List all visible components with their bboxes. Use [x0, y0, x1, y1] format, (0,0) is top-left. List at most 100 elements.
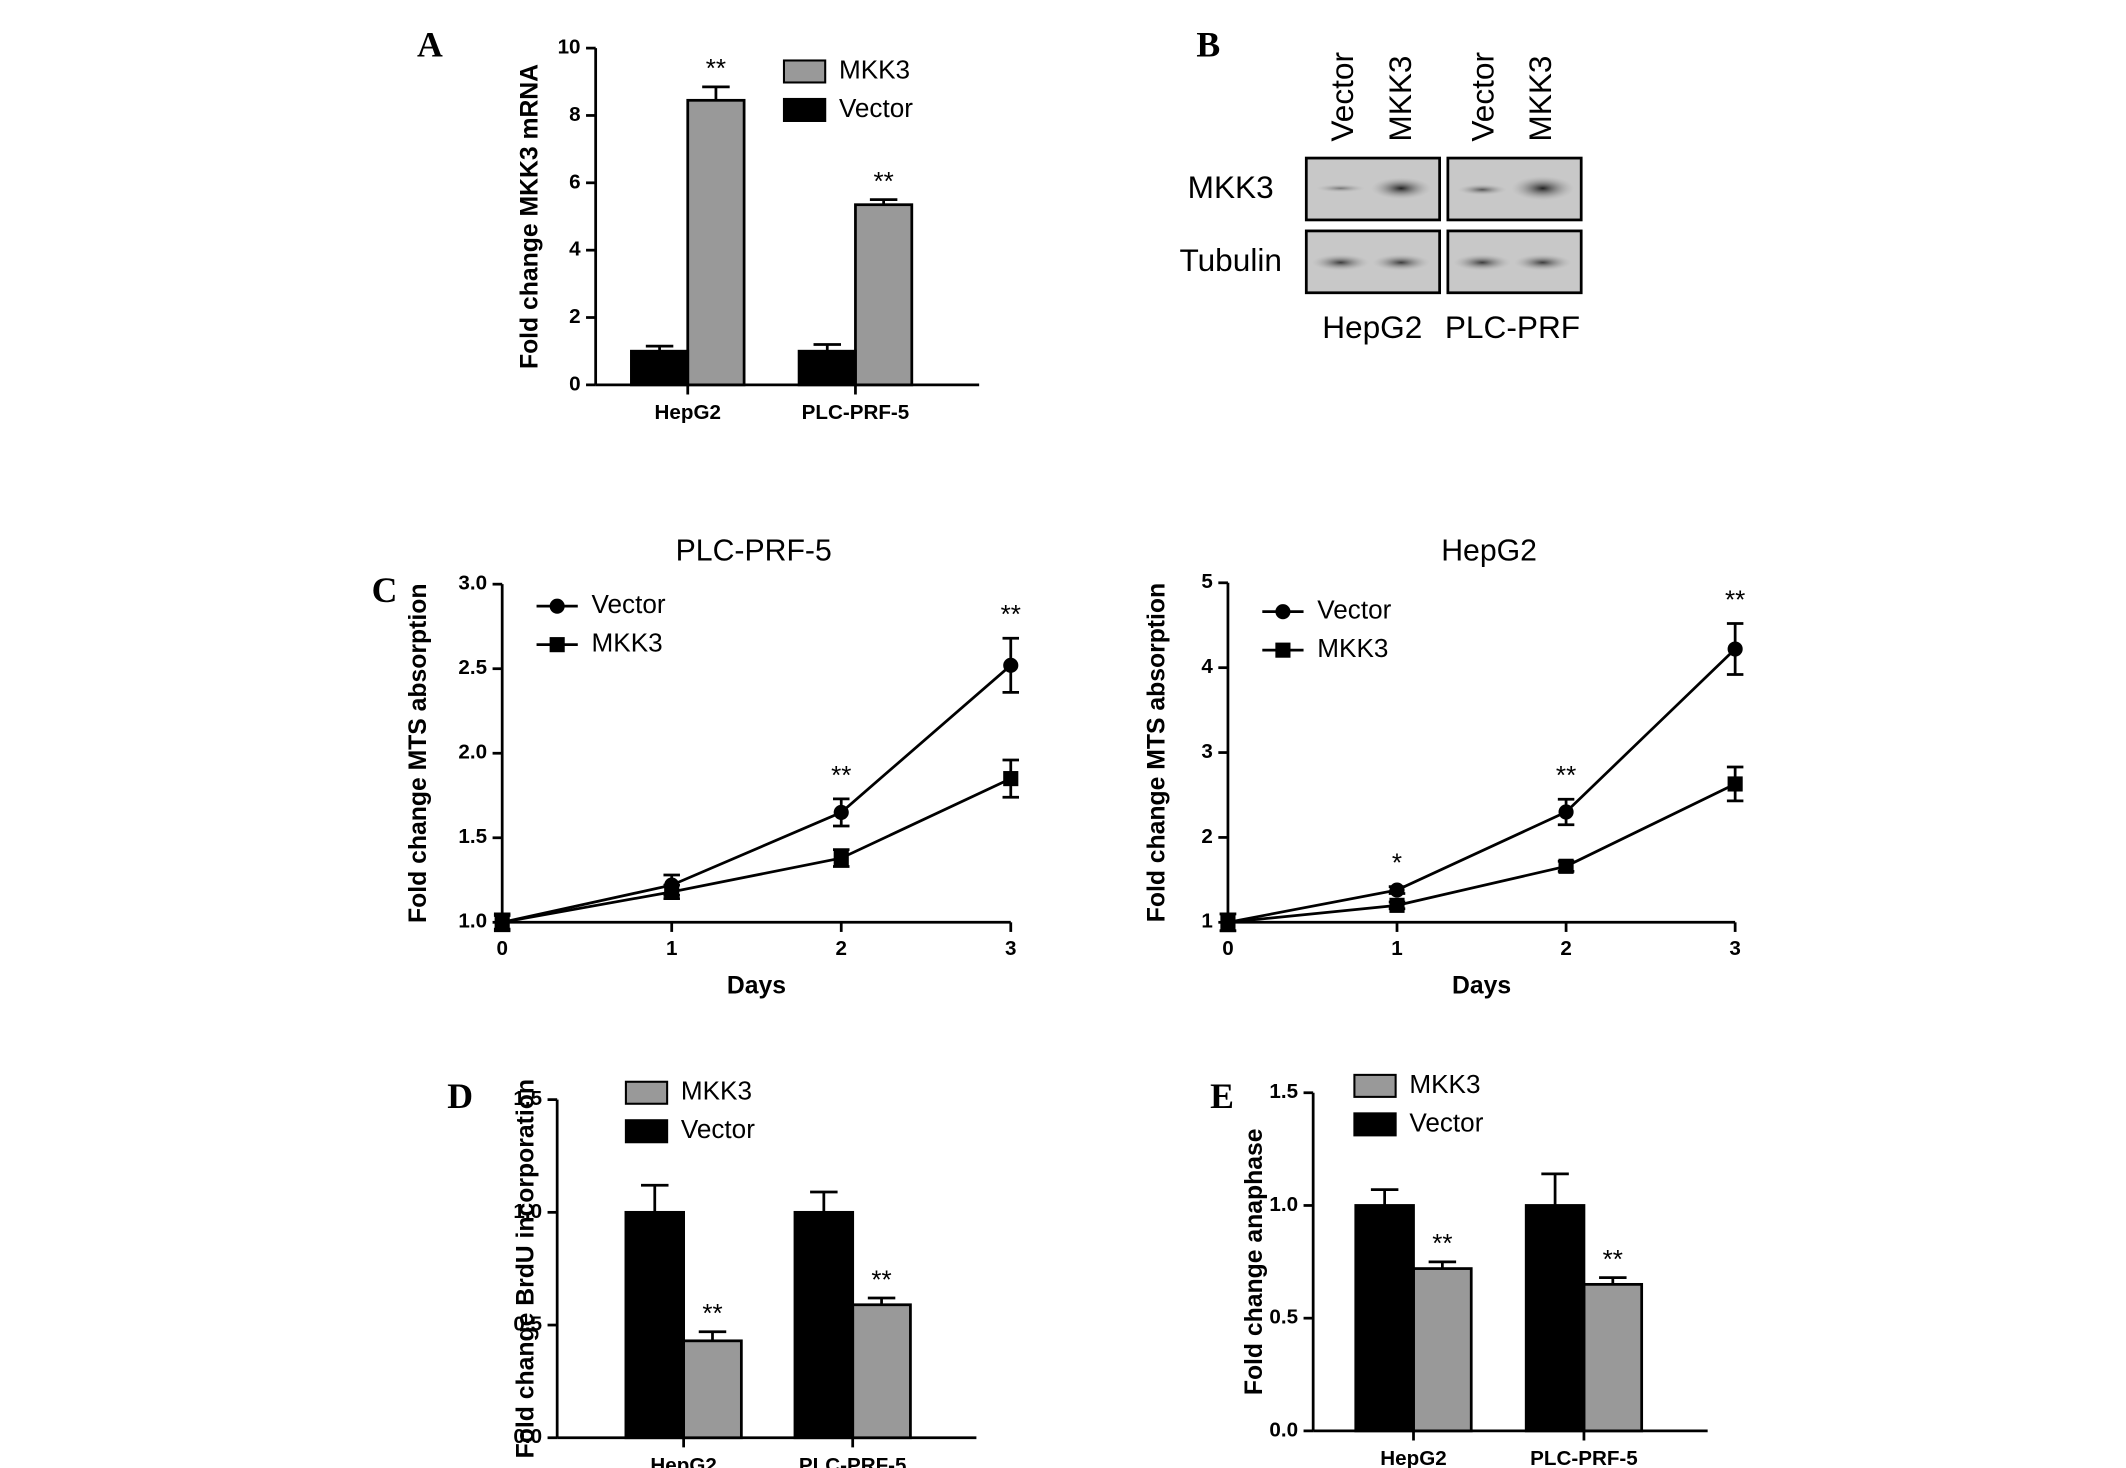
legend-label: Vector	[1317, 595, 1391, 625]
x-tick-label: 0	[496, 937, 507, 960]
series-line	[1227, 648, 1737, 924]
legend-swatch	[1353, 1073, 1397, 1098]
y-tick-label: 1.5	[513, 1087, 542, 1110]
y-tick-label: 1.0	[458, 910, 487, 933]
y-tick-label: 2	[569, 305, 580, 328]
bar	[1354, 1204, 1415, 1433]
y-tick-label: 0.5	[513, 1312, 542, 1335]
y-tick-label: 0	[569, 372, 580, 395]
y-tick-label: 6	[569, 170, 580, 193]
bar	[682, 1339, 743, 1440]
series-line	[501, 777, 1012, 924]
panel-letter: B	[1196, 24, 1220, 64]
y-tick-label: 2.5	[458, 656, 487, 679]
point	[1220, 914, 1236, 930]
significance-label: **	[871, 1264, 891, 1294]
x-tick-label: HepG2	[655, 401, 721, 424]
significance-label: **	[1001, 599, 1021, 629]
bar	[686, 98, 746, 387]
lane-label: MKK3	[1382, 55, 1418, 141]
legend-label: MKK3	[592, 628, 663, 658]
row-label: MKK3	[1188, 169, 1274, 205]
row-label: Tubulin	[1179, 242, 1282, 278]
y-tick-label: 1.5	[1269, 1080, 1298, 1103]
y-tick-label: 0.5	[1269, 1306, 1298, 1329]
series-line	[501, 664, 1012, 924]
significance-label: **	[1603, 1244, 1623, 1274]
y-axis-label: Fold change MKK3 mRNA	[517, 64, 544, 369]
panel-letter: A	[417, 24, 443, 64]
legend-label: Vector	[592, 589, 666, 619]
legend-label: Vector	[681, 1114, 755, 1144]
significance-label: **	[706, 53, 726, 83]
group-label: PLC-PRF	[1445, 309, 1580, 345]
legend-marker	[1275, 604, 1291, 620]
y-tick-label: 0.0	[513, 1425, 542, 1448]
x-tick-label: 1	[666, 937, 677, 960]
legend-label: MKK3	[1317, 633, 1388, 663]
significance-label: *	[1392, 848, 1402, 878]
bar	[854, 203, 914, 387]
bar	[1582, 1282, 1644, 1433]
y-tick-label: 5	[1201, 570, 1212, 593]
point	[1003, 771, 1019, 787]
legend-swatch	[782, 59, 827, 84]
y-tick-label: 3.0	[458, 572, 487, 595]
y-tick-label: 3	[1201, 740, 1212, 763]
point	[494, 914, 510, 930]
legend-label: Vector	[839, 93, 913, 123]
series-line	[1227, 782, 1736, 924]
bar	[797, 349, 857, 387]
y-axis-label: Fold change BrdU incorporation	[512, 1079, 539, 1458]
x-tick-label: PLC-PRF-5	[802, 401, 910, 424]
panel-letter: E	[1210, 1076, 1234, 1116]
x-tick-label: 3	[1729, 937, 1740, 960]
point	[833, 804, 849, 820]
chart-title: PLC-PRF-5	[676, 535, 832, 568]
point	[1558, 804, 1574, 820]
point	[1727, 641, 1743, 657]
y-tick-label: 8	[569, 103, 580, 126]
bar	[793, 1210, 855, 1440]
y-tick-label: 1.0	[1269, 1193, 1298, 1216]
x-tick-label: HepG2	[650, 1454, 716, 1468]
lane-label: Vector	[1464, 52, 1500, 142]
bar	[630, 349, 690, 387]
blot-frames	[1304, 156, 1583, 295]
legend-swatch	[782, 97, 827, 122]
x-tick-label: PLC-PRF-5	[1530, 1447, 1638, 1468]
legend-label: MKK3	[839, 54, 910, 84]
point	[1558, 858, 1574, 874]
y-tick-label: 1	[1201, 910, 1212, 933]
y-tick-label: 4	[1201, 655, 1213, 678]
bar	[851, 1303, 912, 1440]
legend-marker	[549, 598, 565, 614]
lane-label: Vector	[1324, 52, 1360, 142]
bar	[624, 1210, 686, 1440]
significance-label: **	[702, 1298, 722, 1328]
point	[1389, 897, 1405, 913]
point	[1727, 776, 1743, 792]
legend-swatch	[624, 1080, 669, 1105]
point	[1389, 882, 1405, 898]
x-tick-label: 2	[1560, 937, 1571, 960]
x-tick-label: 2	[836, 937, 847, 960]
x-tick-label: HepG2	[1380, 1447, 1446, 1468]
panel-letter: C	[372, 570, 398, 610]
legend-label: MKK3	[681, 1076, 752, 1106]
point	[1003, 657, 1019, 673]
y-axis-label: Fold change MTS absorption	[1143, 583, 1170, 922]
legend-swatch	[1353, 1112, 1397, 1137]
x-tick-label: PLC-PRF-5	[799, 1454, 907, 1468]
y-tick-label: 4	[569, 238, 581, 261]
y-tick-label: 10	[558, 36, 581, 59]
bar	[1524, 1204, 1586, 1433]
legend-label: Vector	[1409, 1107, 1483, 1137]
point	[664, 884, 680, 900]
panel-letter: D	[447, 1076, 473, 1116]
significance-label: **	[1725, 584, 1745, 614]
lane-label: MKK3	[1522, 55, 1558, 141]
y-axis-label: Fold change MTS absorption	[405, 584, 432, 923]
